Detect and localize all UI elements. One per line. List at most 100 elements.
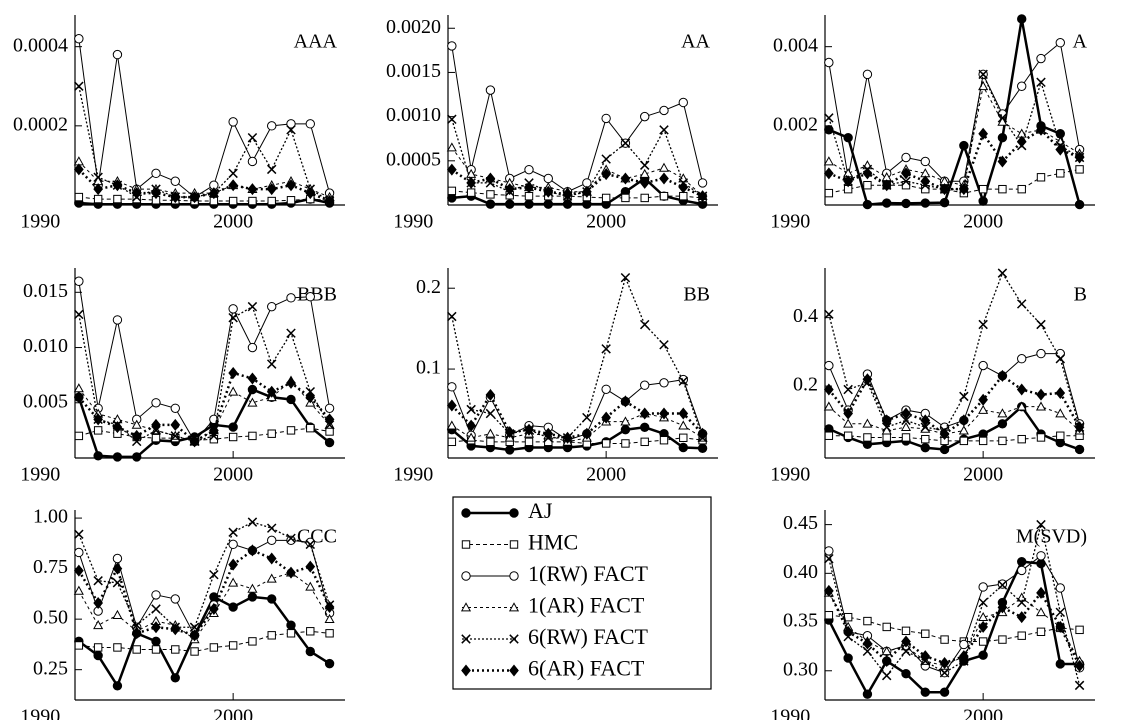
marker: [620, 416, 631, 426]
marker: [1055, 620, 1066, 633]
marker: [1036, 53, 1046, 64]
marker: [697, 178, 708, 188]
marker: [620, 172, 631, 185]
legend-label: 1(AR) FACT: [528, 593, 645, 618]
marker: [247, 372, 258, 385]
marker: [862, 646, 873, 657]
x-tick-label: 2000: [963, 211, 1003, 233]
marker: [266, 523, 277, 533]
marker: [247, 592, 258, 602]
legend-label: 6(AR) FACT: [528, 656, 645, 681]
marker: [640, 111, 650, 122]
marker: [228, 168, 238, 179]
marker: [189, 629, 200, 642]
marker: [562, 431, 573, 444]
marker: [466, 176, 476, 189]
y-tick-label: 0.004: [773, 34, 818, 56]
marker: [466, 432, 477, 442]
marker: [460, 602, 472, 612]
marker: [1016, 611, 1027, 624]
marker: [466, 404, 476, 415]
x-tick-label: 1990: [20, 211, 60, 233]
marker: [697, 427, 708, 440]
marker: [843, 407, 853, 420]
marker: [1017, 565, 1027, 576]
marker: [1036, 388, 1046, 401]
marker: [1074, 444, 1085, 455]
marker: [1016, 135, 1027, 148]
marker: [640, 380, 650, 390]
marker: [920, 650, 931, 663]
marker: [509, 571, 519, 581]
marker: [267, 121, 277, 131]
marker: [659, 172, 669, 185]
marker: [228, 602, 238, 612]
legend-label: 6(RW) FACT: [528, 624, 649, 649]
marker: [901, 407, 911, 420]
marker: [843, 175, 853, 188]
marker: [112, 315, 123, 325]
marker: [998, 436, 1007, 446]
marker: [659, 407, 669, 420]
marker: [1036, 319, 1046, 330]
legend-label: HMC: [528, 530, 578, 555]
marker: [305, 560, 316, 573]
marker: [978, 360, 988, 371]
marker: [978, 196, 988, 206]
marker: [151, 621, 161, 634]
marker: [447, 382, 457, 392]
marker: [862, 199, 873, 210]
marker: [228, 432, 238, 442]
marker: [1055, 386, 1066, 399]
marker: [1036, 586, 1046, 599]
marker: [1036, 77, 1046, 88]
y-tick-label: 0.75: [33, 556, 68, 578]
marker: [939, 183, 950, 196]
marker: [997, 155, 1008, 168]
marker: [286, 125, 296, 135]
marker: [601, 154, 611, 164]
marker: [862, 167, 873, 180]
marker: [466, 188, 476, 197]
marker: [132, 452, 142, 462]
marker: [93, 596, 103, 609]
marker: [601, 168, 611, 181]
y-tick-label: 0.2: [793, 374, 818, 396]
marker: [524, 437, 534, 447]
marker: [151, 590, 161, 600]
marker: [639, 160, 650, 170]
y-tick-label: 0.45: [783, 512, 818, 534]
marker: [228, 304, 238, 314]
marker: [1056, 169, 1065, 178]
marker: [678, 407, 689, 420]
marker: [562, 188, 573, 201]
marker: [461, 508, 471, 518]
x-tick-label: 2000: [586, 464, 626, 486]
marker: [978, 184, 988, 194]
marker: [112, 681, 123, 691]
marker: [324, 613, 335, 624]
marker: [171, 645, 180, 654]
marker: [824, 57, 834, 68]
marker: [901, 176, 911, 186]
marker: [286, 179, 296, 192]
marker: [151, 398, 161, 408]
marker: [679, 191, 688, 201]
marker: [267, 429, 276, 438]
marker: [113, 643, 122, 652]
marker: [601, 411, 611, 424]
marker: [1074, 421, 1085, 434]
panel-title: AA: [681, 31, 710, 53]
marker: [447, 311, 457, 322]
marker: [93, 172, 103, 183]
marker: [504, 426, 515, 439]
marker: [543, 173, 553, 184]
marker: [73, 585, 84, 595]
marker: [824, 584, 834, 597]
marker: [1016, 597, 1027, 608]
marker: [305, 581, 316, 591]
series-line: [828, 524, 1081, 686]
marker: [504, 183, 515, 196]
marker: [247, 544, 258, 557]
marker: [286, 426, 296, 435]
